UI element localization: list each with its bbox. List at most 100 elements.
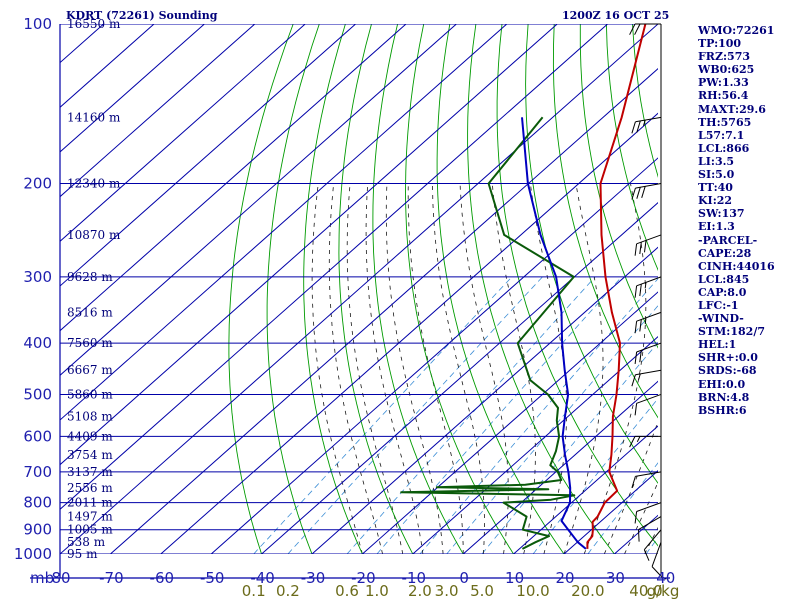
wind-barb-flag [634,243,638,256]
mixing-ratio-line [446,305,658,554]
isotherm [60,24,608,510]
pressure-tick-label: 600 [23,427,52,445]
mixing-ratio-label: 10.0 [516,582,549,600]
height-label: 538 m [67,535,106,549]
wind-barb-flag [631,476,636,489]
sounding-index: FRZ:573 [698,50,751,64]
pressure-unit-label: mb [30,569,54,587]
wind-barb [631,116,662,134]
height-label: 8516 m [67,305,113,319]
wind-barb-flag [629,436,636,448]
pressure-tick-label: 700 [23,463,52,481]
sounding-index: EHI:0.0 [698,377,746,391]
temperature-tick-label: 30 [606,569,625,587]
temperature-line [586,24,647,549]
temperature-tick-label: 10 [505,569,524,587]
wind-barb-flag [639,284,642,297]
pressure-tick-label: 300 [23,268,52,286]
sounding-index: CAPE:28 [698,246,752,260]
wind-barb-shaft [636,276,662,287]
temperature-tick-label: -10 [402,569,427,587]
moist-adiabat [491,183,536,554]
sounding-time: 1200Z 16 OCT 25 [562,9,670,22]
sounding-index: -PARCEL- [698,233,758,247]
wind-barb-flag [643,119,646,126]
sounding-index: LCL:866 [698,141,750,155]
mixing-ratio-line [481,342,658,554]
sounding-index: LI:3.5 [698,154,735,168]
wind-barb-flag [634,321,638,334]
grid-lines [60,24,658,554]
isotherm [412,336,658,554]
moist-adiabat [583,183,647,554]
wind-barb-flag [631,374,636,387]
wind-barb-shaft [635,471,662,477]
wind-barb-shaft [638,516,662,531]
isotherm [60,24,256,198]
isotherm [60,24,205,153]
wind-barb-shaft [636,311,662,322]
sounding-index: BRN:4.8 [698,390,750,404]
wind-barb [634,502,662,524]
wind-barb-flag [644,282,647,289]
mixing-ratio-label: 0.2 [276,582,300,600]
dry-adiabat [372,24,464,554]
height-label: 14160 m [67,110,121,124]
wind-barb-flag [644,317,647,324]
wind-barb [643,529,662,561]
dry-adiabat [338,24,414,554]
wind-barb-flag [643,549,650,561]
sounding-index: RH:56.4 [698,89,749,103]
sounding-indices-panel: WMO:72261 TP:100 FRZ:573 WB0:625 PW:1.33 RH:5… [698,24,775,417]
pressure-tick-label: 900 [23,521,52,539]
wind-barb-flag [644,240,647,253]
dewpoint-line [400,116,576,550]
isotherm [513,425,658,554]
sounding-index: BSHR:6 [698,403,747,417]
wind-barb-shaft [636,502,662,512]
isotherm [261,202,658,554]
temperature-tick-label: -60 [150,569,175,587]
height-label: 4409 m [67,429,113,443]
pressure-tick-label: 200 [23,175,52,193]
mixing-ratio-line [376,276,622,554]
temperature-tick-label: -70 [99,569,124,587]
mixing-ratio-line [253,276,513,554]
wind-barb-shaft [635,183,662,189]
wind-barb-flag [636,187,641,199]
sounding-index: LFC:-1 [698,298,739,312]
height-label: 6667 m [67,363,113,377]
wind-barb-flag [636,120,641,133]
height-label: 5108 m [67,409,113,423]
isotherm [462,380,658,554]
pressure-tick-label: 400 [23,334,52,352]
wind-barb-shaft [636,234,662,245]
sounding-index: HEL:1 [698,338,737,352]
wind-barb [631,183,662,200]
temperature-tick-label: -50 [200,569,225,587]
wind-barb-flag [629,23,636,35]
height-label: 10870 m [67,228,121,242]
wind-barb [634,342,662,364]
wind-barb [634,276,662,298]
wind-barb [638,516,662,542]
wind-barb-flag [634,23,641,35]
height-label: 9628 m [67,270,113,284]
wind-barb [634,311,662,334]
isotherm [311,246,658,554]
dry-adiabat [405,24,515,554]
sounding-index: CINH:44016 [698,259,775,273]
height-label: 1005 m [67,523,113,537]
temperature-tick-label: 20 [555,569,574,587]
mixing-ratio-label: 3.0 [435,582,459,600]
wind-barb-flag [631,187,636,200]
temperature-tick-label: -30 [301,569,326,587]
wind-barb-shaft [643,529,662,551]
wind-barb-shaft [636,393,662,404]
wind-barb [631,369,662,387]
wind-barb [634,234,662,256]
sounding-index: PW:1.33 [698,76,749,90]
wind-barb-flag [631,121,636,134]
mixing-ratio-line [346,276,596,554]
